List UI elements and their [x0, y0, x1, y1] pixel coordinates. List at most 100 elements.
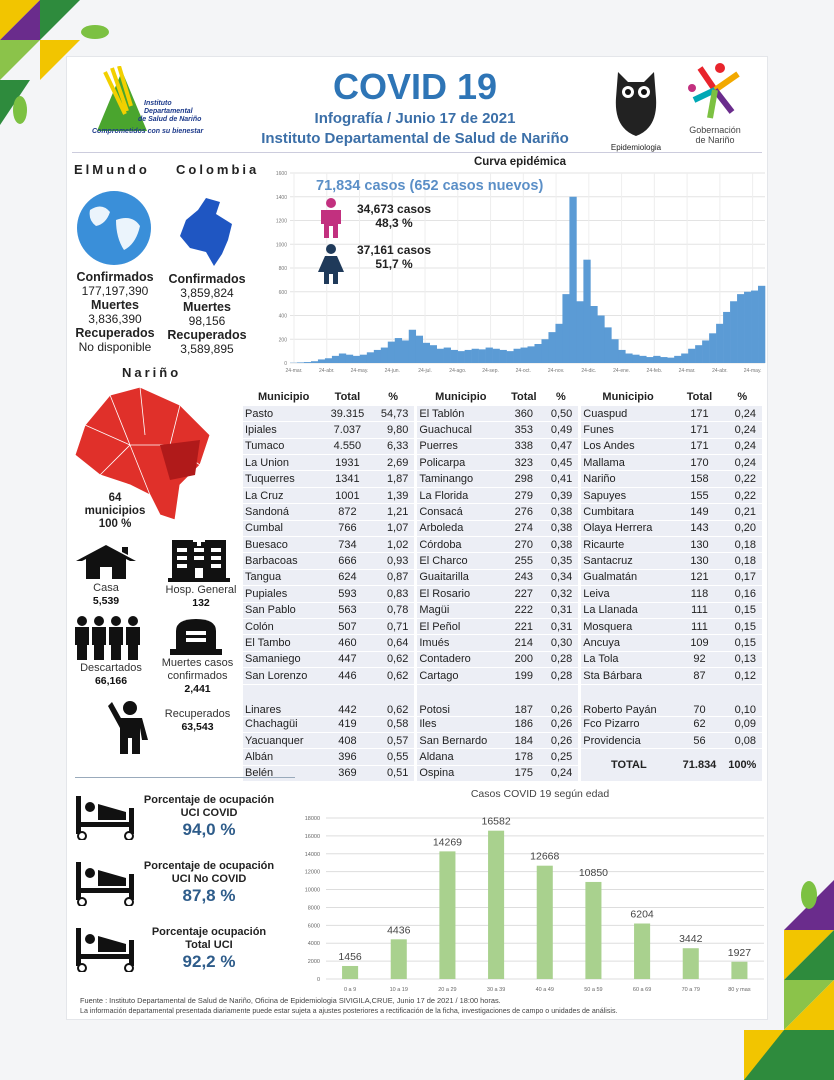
- epi-bar: [436, 348, 444, 363]
- x-tick-label: 24-oct.: [516, 368, 531, 374]
- epi-bar: [485, 347, 493, 363]
- table-cell: 270: [505, 536, 542, 554]
- column-header: Total: [505, 389, 542, 406]
- epi-bar: [632, 354, 640, 363]
- table-cell: 0,26: [541, 732, 580, 750]
- house-icon: [76, 545, 136, 579]
- uci-title: Porcentaje ocupación: [151, 926, 267, 938]
- uci-subtitle: UCI No COVID: [171, 873, 247, 885]
- table-cell: 0,24: [722, 454, 762, 472]
- column-header: %: [541, 389, 580, 406]
- table-cell: Roberto Payán: [578, 684, 677, 717]
- y-tick-label: 1000: [276, 242, 287, 248]
- column-header: Municipio: [243, 389, 325, 406]
- table-cell: La Union: [243, 454, 325, 472]
- column-header: Total: [676, 389, 723, 406]
- table-cell: Samaniego: [243, 651, 325, 669]
- table-cell: 1,07: [370, 520, 416, 538]
- data-label: 14269: [433, 836, 462, 848]
- epi-bar: [345, 354, 354, 363]
- age-bar: [731, 961, 748, 979]
- world-recovered: No disponible: [78, 340, 152, 354]
- table-cell: 0,45: [541, 454, 580, 472]
- epi-bar: [464, 349, 472, 363]
- table-cell: Santacruz: [578, 552, 677, 570]
- label: Recuperados: [167, 328, 247, 342]
- table-cell: Puerres: [414, 438, 506, 456]
- table-row: San Pablo 563 0,78 Magüi 222 0,31 La Llanada 11…: [243, 602, 762, 619]
- table-cell: 0,57: [370, 732, 416, 750]
- epi-bar: [611, 339, 619, 363]
- table-cell: 87: [676, 667, 723, 685]
- table-cell: 0,24: [722, 421, 762, 439]
- table-row: Sandoná 872 1,21 Consacá 276 0,38 Cumbitara 149…: [243, 503, 762, 521]
- globe-icon: [77, 191, 151, 265]
- epi-curve-chart: 0 200 400 600 800 1000 1200 1400 1600 24-mar. 24-a…: [276, 171, 766, 374]
- age-chart-title: Casos COVID 19 según edad: [470, 788, 610, 800]
- table-cell: Tangua: [243, 569, 325, 587]
- table-cell: El Tablón: [414, 405, 506, 423]
- table-cell: 175: [505, 765, 542, 783]
- label: Casa: [93, 582, 119, 594]
- table-cell: Cartago: [414, 667, 506, 685]
- table-cell: 0,71: [370, 618, 416, 636]
- table-cell: Cumbitara: [578, 503, 677, 521]
- table-cell: 0,21: [722, 503, 762, 521]
- epi-bar: [555, 323, 563, 363]
- table-cell: 624: [324, 569, 371, 587]
- table-row: San Lorenzo 446 0,62 Cartago 199 0,28 Sta Bárb…: [243, 667, 762, 685]
- label: Recuperados: [75, 326, 155, 340]
- epi-bar: [716, 323, 724, 363]
- table-cell: 1001: [324, 487, 371, 505]
- table-cell: 0,50: [541, 405, 580, 423]
- table-cell: 214: [505, 634, 542, 652]
- table-cell: Ancuya: [578, 634, 677, 652]
- table-cell: 0,28: [541, 667, 580, 685]
- table-row: Tuquerres 1341 1,87 Taminango 298 0,41 Nariño 1…: [243, 470, 762, 488]
- epi-bar: [527, 346, 535, 363]
- table-cell: Arboleda: [414, 520, 506, 538]
- table-row: La Union 1931 2,69 Policarpa 323 0,45 Mallama 1…: [243, 454, 762, 472]
- female-cases: 37,161 casos: [357, 243, 432, 257]
- table-cell: 0,22: [722, 487, 762, 505]
- table-cell: 507: [324, 618, 371, 636]
- age-bar-chart: 0 2000 4000 6000 8000 10000 12000 14000 16000 180…: [305, 816, 764, 993]
- table-cell: 0,41: [541, 470, 580, 488]
- table-cell: 0,10: [722, 684, 762, 717]
- table-row: Belén 369 0,51 Ospina 175 0,24: [243, 765, 762, 783]
- table-cell: 1,87: [370, 470, 416, 488]
- x-tick-label: 24-abr.: [712, 368, 728, 374]
- table-cell: 130: [676, 552, 723, 570]
- epi-bar: [569, 196, 577, 363]
- table-row: Ipiales 7.037 9,80 Guachucal 353 0,49 Funes 171…: [243, 421, 762, 439]
- ids-logo: Instituto Departamental de Salud de Nari…: [92, 66, 252, 146]
- epi-bar: [422, 342, 431, 363]
- table-cell: 62: [676, 716, 723, 733]
- table-cell: 1,02: [370, 536, 416, 554]
- table-cell: La Tola: [578, 651, 677, 669]
- casa-value: 5,539: [92, 595, 120, 607]
- colombia-recovered: 3,589,895: [180, 342, 234, 356]
- x-tick-label: 24-ago.: [449, 368, 466, 374]
- table-cell: Fco Pizarro: [578, 716, 677, 733]
- x-tick-label: 60 a 69: [633, 987, 651, 993]
- epi-bar: [562, 294, 570, 363]
- recovered-person-icon: [108, 701, 148, 754]
- table-row: Cumbal 766 1,07 Arboleda 274 0,38 Olaya Herrer…: [243, 520, 762, 538]
- table-cell: 121: [676, 569, 723, 587]
- table-cell: Colón: [243, 618, 325, 636]
- table-cell: Yacuanquer: [243, 732, 325, 750]
- epi-bar: [576, 301, 584, 363]
- y-tick-label: 14000: [305, 852, 320, 858]
- table-cell: 0,18: [722, 536, 762, 554]
- table-cell: 0,39: [541, 487, 580, 505]
- table-cell: 396: [324, 748, 371, 766]
- page-subtitle: Infografía / Junio 17 de 2021: [314, 110, 516, 127]
- column-header: %: [370, 389, 416, 406]
- table-cell: 0,64: [370, 634, 416, 652]
- table-cell: 9,80: [370, 421, 416, 439]
- y-tick-label: 200: [279, 337, 288, 343]
- table-cell: San Pablo: [243, 602, 325, 619]
- epi-bar: [702, 340, 710, 363]
- table-cell: 0,17: [722, 569, 762, 587]
